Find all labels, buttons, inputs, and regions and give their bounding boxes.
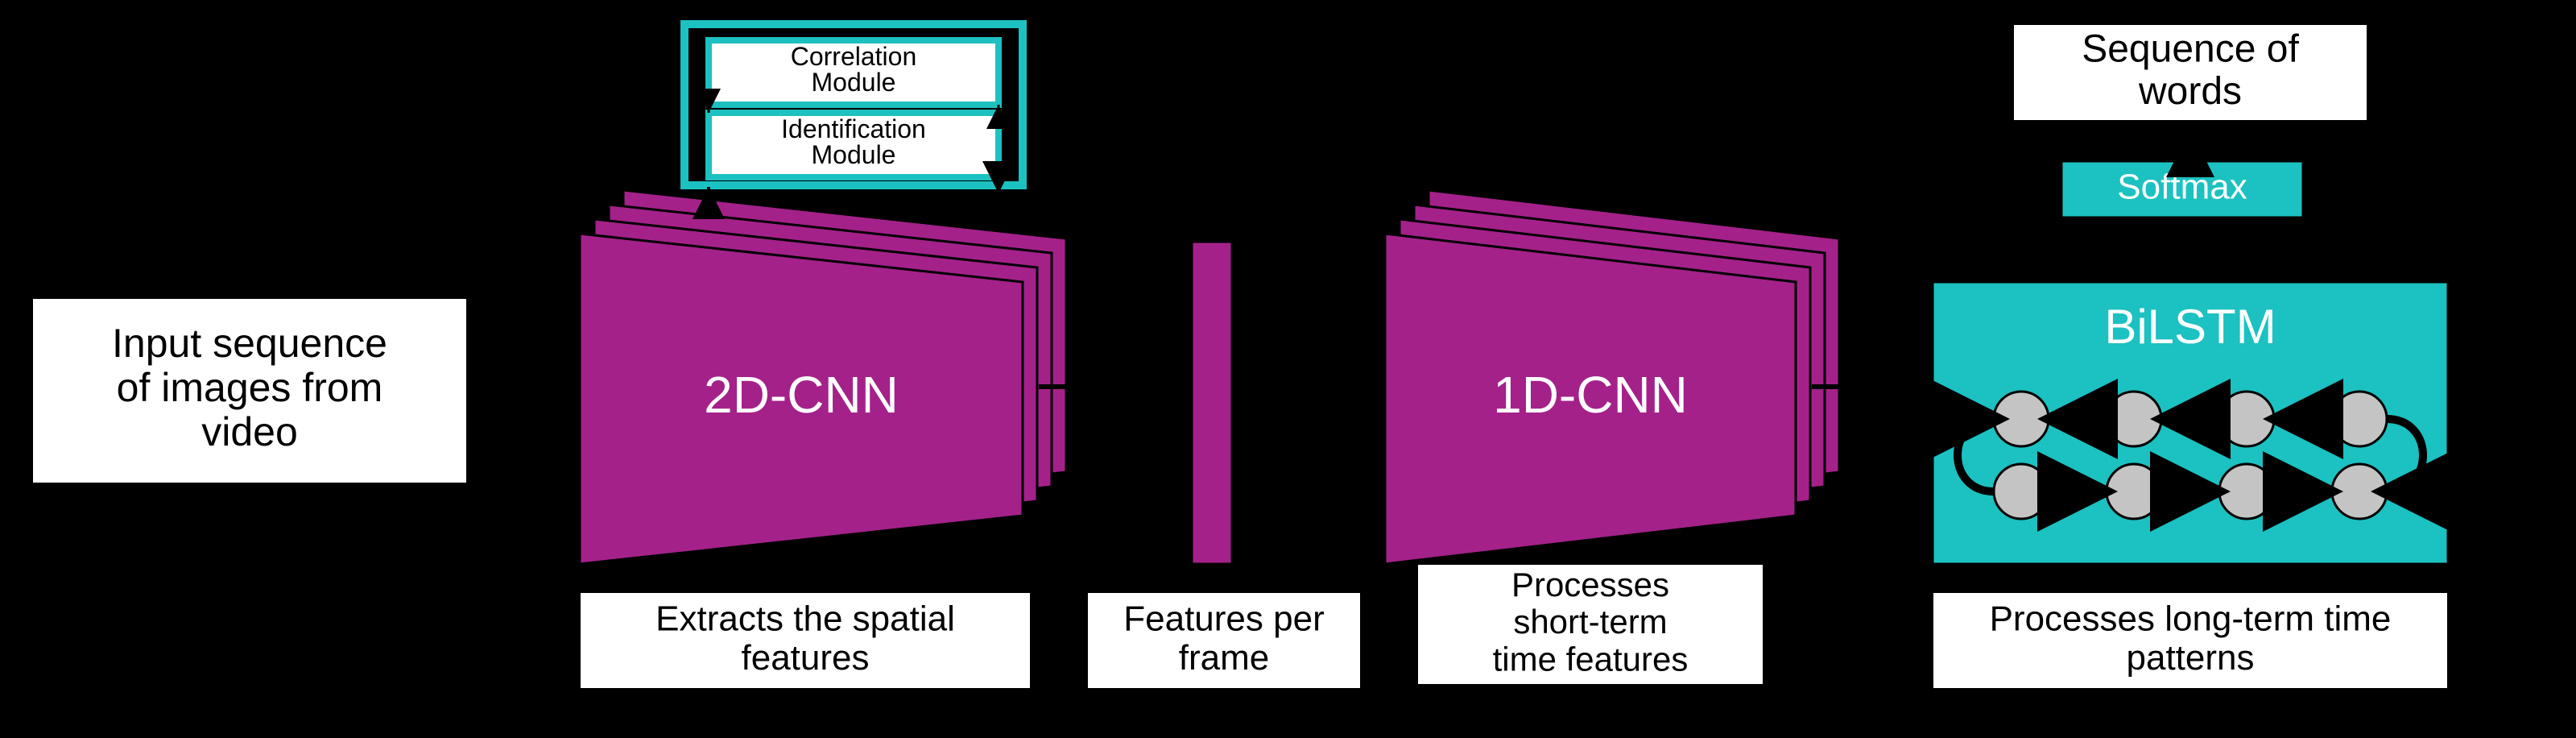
svg-text:Module: Module (812, 68, 896, 97)
svg-text:video: video (201, 409, 298, 454)
block-1d-cnn: 1D-CNN (1385, 190, 1839, 564)
svg-text:1D-CNN: 1D-CNN (1493, 366, 1688, 424)
svg-text:Extracts the spatial: Extracts the spatial (655, 599, 955, 638)
attention-module: CorrelationModuleIdentificationModule (684, 24, 1023, 193)
block-2d-cnn: 2D-CNN (580, 190, 1066, 564)
svg-text:Identification: Identification (781, 114, 926, 143)
bilstm-node (2219, 464, 2274, 519)
softmax-block: Softmax (2061, 161, 2303, 218)
bilstm-node (2219, 392, 2274, 446)
svg-text:features: features (742, 638, 870, 678)
features-bar (1192, 242, 1232, 564)
bilstm-node (1994, 464, 2049, 519)
bilstm-block: BiLSTM (1933, 282, 2448, 564)
svg-text:of images from: of images from (117, 365, 383, 410)
caption-bilstm: Processes long-term timepatterns (1933, 592, 2448, 689)
svg-text:Module: Module (812, 140, 896, 169)
svg-text:Processes: Processes (1511, 566, 1669, 603)
svg-text:Sequence of: Sequence of (2082, 27, 2299, 70)
svg-text:time features: time features (1493, 640, 1689, 678)
bilstm-node (2107, 464, 2161, 519)
output-box: Sequence ofwords (2013, 24, 2367, 121)
architecture-diagram: Input sequenceof images fromvideo 2D-CNN C… (0, 0, 2576, 738)
bilstm-node (1994, 392, 2049, 446)
bilstm-node (2107, 392, 2161, 446)
svg-text:BiLSTM: BiLSTM (2104, 300, 2276, 354)
bilstm-node (2332, 464, 2387, 519)
caption-2d-cnn: Extracts the spatialfeatures (580, 592, 1031, 689)
svg-text:Input sequence: Input sequence (112, 321, 387, 366)
svg-text:frame: frame (1179, 638, 1269, 678)
caption-features: Features perframe (1087, 592, 1361, 689)
caption-1d-cnn: Processesshort-termtime features (1417, 564, 1764, 685)
svg-text:Softmax: Softmax (2117, 168, 2247, 207)
svg-text:2D-CNN: 2D-CNN (704, 366, 899, 424)
identification-module: IdentificationModule (709, 113, 999, 177)
input-box: Input sequenceof images fromvideo (32, 298, 467, 483)
correlation-module: CorrelationModule (709, 40, 999, 105)
svg-text:patterns: patterns (2127, 638, 2255, 678)
svg-text:Correlation: Correlation (791, 42, 917, 71)
svg-text:Features per: Features per (1123, 599, 1324, 638)
bilstm-node (2332, 392, 2387, 446)
svg-text:words: words (2138, 70, 2242, 113)
svg-text:short-term: short-term (1513, 603, 1667, 641)
svg-text:Processes long-term time: Processes long-term time (1990, 599, 2392, 638)
